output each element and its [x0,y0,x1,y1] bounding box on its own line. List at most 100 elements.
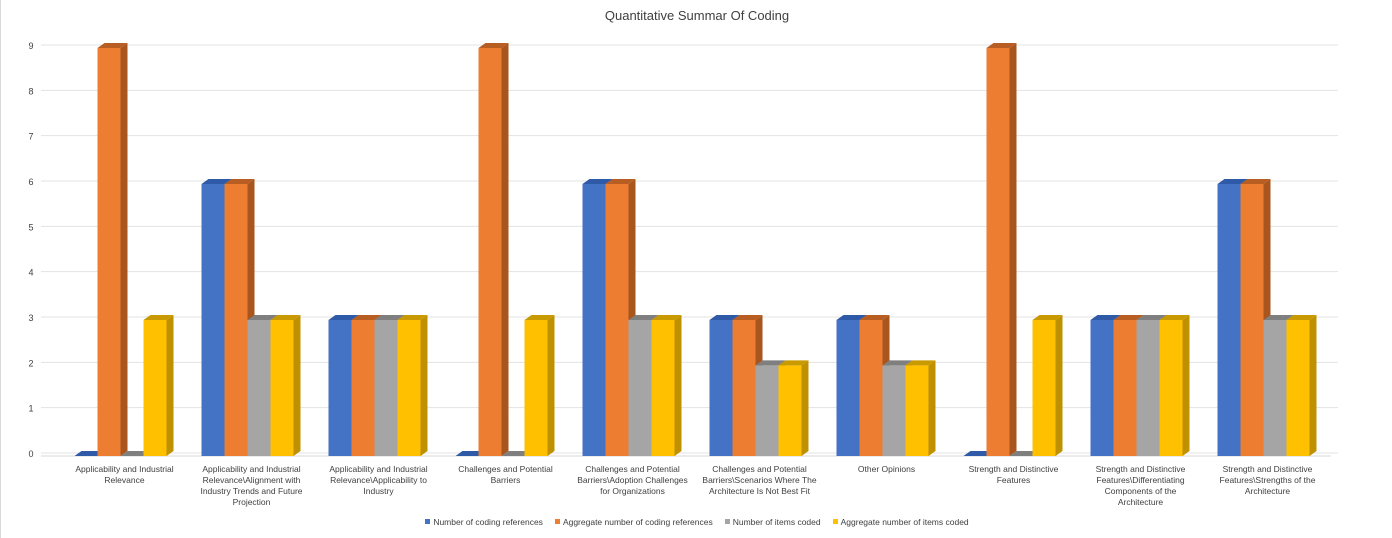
x-category-label-line: Challenges and Potential [712,464,807,474]
bar-top [1217,179,1248,184]
legend-label: Number of coding references [433,517,543,527]
bar-front [755,365,779,456]
bar-side [1182,315,1190,456]
bar-top [628,315,659,320]
bar-0-0 [74,451,105,456]
x-category-label-line: for Organizations [600,486,665,496]
bar-front [1113,320,1137,456]
x-category-label: Strength and Distinctive Features\Differe… [1096,464,1186,507]
bar-3-2 [501,451,532,456]
bar-side [928,360,936,456]
bar-front [143,320,167,456]
y-tick-label: 7 [28,132,33,142]
bar-top [651,315,682,320]
bar-0-2 [120,451,151,456]
bar-front [1286,320,1310,456]
bar-side [293,315,301,456]
x-category-label-line: Architecture [1245,486,1291,496]
x-category-label-line: Relevance\Applicability to [330,475,427,485]
bar-top [501,451,532,456]
bar-top [397,315,428,320]
legend-label: Aggregate number of items coded [840,517,969,527]
bar-5-3 [778,360,809,456]
bar-front [201,184,225,456]
bar-3-0 [455,451,486,456]
x-category-label-line: Strength and Distinctive [969,464,1059,474]
y-tick-label: 8 [28,86,33,96]
x-category-label-line: Challenges and Potential [585,464,680,474]
bar-front [97,48,121,456]
legend-swatch [554,519,560,524]
x-category-label: Challenges and Potential Barriers [458,464,553,485]
bar-7-1 [986,43,1017,456]
bar-0-3 [143,315,174,456]
bar-top [1090,315,1121,320]
x-category-label-line: Architecture [1118,497,1164,507]
bar-top [351,315,382,320]
y-tick-label: 3 [28,313,33,323]
legend-item: Aggregate number of items coded [832,517,969,527]
bar-front [628,320,652,456]
bar-front [836,320,860,456]
bar-front [732,320,756,456]
x-category-label: Strength and Distinctive Features\Strengt… [1220,464,1316,496]
legend-swatch [832,519,838,524]
x-category-label-line: Strength and Distinctive [1223,464,1313,474]
y-tick-label: 6 [28,177,33,187]
bar-top [1113,315,1144,320]
x-category-label-line: Projection [233,497,271,507]
x-category-label-line: Challenges and Potential [458,464,553,474]
x-category-label-line: Relevance [104,475,144,485]
legend-swatch [724,519,730,524]
bar-top [455,451,486,456]
bar-top [97,43,128,48]
y-tick-label: 5 [28,222,33,232]
bar-side [166,315,174,456]
bar-side [120,43,128,456]
legend-item: Number of items coded [724,517,821,527]
bar-front [882,365,906,456]
bar-top [836,315,867,320]
bar-top [963,451,994,456]
bar-front [709,320,733,456]
bar-8-3 [1159,315,1190,456]
bar-front [986,48,1010,456]
bar-front [1217,184,1241,456]
bar-top [224,179,255,184]
x-category-label-line: Relevance\Alignment with [203,475,301,485]
x-category-label: Strength and Distinctive Features [969,464,1059,485]
bar-front [1032,320,1056,456]
bar-front [582,184,606,456]
x-category-label-line: Applicability and Industrial [202,464,300,474]
bar-top [905,360,936,366]
x-category-label-line: Features\Strengths of the [1220,475,1316,485]
bar-top [1032,315,1063,320]
bar-0-1 [97,43,128,456]
bar-top [582,179,613,184]
bar-front [605,184,629,456]
bar-front [247,320,271,456]
x-category-label-line: Barriers\Adoption Challenges [577,475,688,485]
bar-top [120,451,151,456]
bar-top [859,315,890,320]
y-tick-label: 4 [28,268,33,278]
bar-top [524,315,555,320]
bar-top [143,315,174,320]
x-category-label: Applicability and Industrial Relevance\Al… [200,464,302,507]
bar-front [778,365,802,456]
bar-front [524,320,548,456]
x-category-label-line: Strength and Distinctive [1096,464,1186,474]
bar-3-3 [524,315,555,456]
x-category-label-line: Applicability and Industrial [75,464,173,474]
bar-front [1159,320,1183,456]
x-category-label-line: Components of the [1105,486,1177,496]
bar-front [478,48,502,456]
bar-2-3 [397,315,428,456]
bar-top [732,315,763,320]
bar-front [397,320,421,456]
x-category-label-line: Applicability and Industrial [329,464,427,474]
bar-top [605,179,636,184]
bar-front [1090,320,1114,456]
x-category-label: Challenges and Potential Barriers\Adoptio… [577,464,688,496]
